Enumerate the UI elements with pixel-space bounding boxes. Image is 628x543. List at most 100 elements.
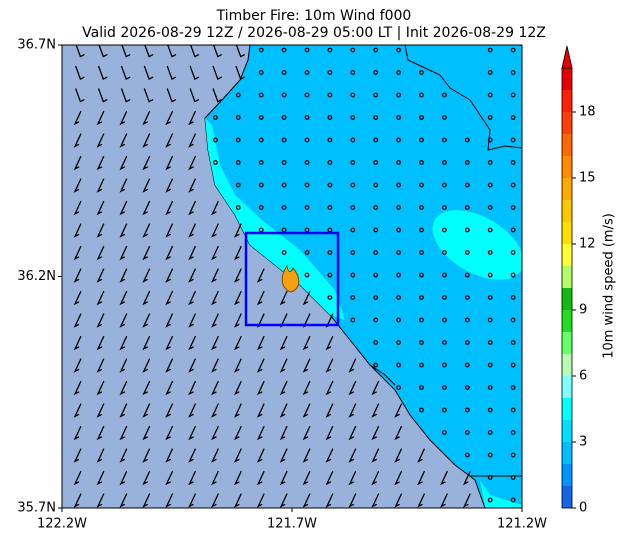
- calm-marker: [419, 137, 424, 143]
- calm-marker: [510, 475, 516, 480]
- wind-barb: [256, 358, 265, 373]
- wind-barb: [302, 358, 311, 373]
- wind-barb: [142, 200, 151, 216]
- wind-barb: [188, 403, 197, 418]
- calm-marker: [304, 70, 310, 75]
- colorbar-band: [562, 398, 572, 420]
- wind-barb: [279, 358, 288, 373]
- wind-barb: [256, 448, 265, 463]
- calm-marker: [487, 160, 493, 165]
- calm-marker: [487, 340, 493, 345]
- wind-barb: [212, 88, 223, 103]
- colorbar-band: [562, 288, 572, 310]
- wind-barb: [165, 448, 174, 463]
- wind-barb: [325, 358, 334, 373]
- calm-marker: [373, 92, 379, 98]
- wind-barb: [188, 380, 197, 396]
- calm-marker: [396, 272, 402, 278]
- calm-marker: [442, 137, 447, 143]
- calm-marker: [487, 475, 493, 480]
- wind-barb: [165, 155, 174, 171]
- wind-barb: [142, 155, 151, 171]
- wind-barb: [256, 493, 265, 508]
- wind-barb: [142, 178, 151, 193]
- wind-barb: [96, 358, 105, 373]
- wind-barb: [119, 380, 128, 396]
- wind-barb: [189, 65, 200, 80]
- calm-marker: [373, 70, 379, 75]
- wind-barb: [348, 493, 357, 508]
- wind-barb: [97, 65, 108, 80]
- calm-marker: [350, 115, 356, 120]
- wind-barb: [211, 268, 219, 283]
- calm-marker: [350, 137, 356, 143]
- calm-marker: [373, 227, 379, 233]
- calm-marker: [487, 205, 493, 210]
- calm-marker: [396, 317, 402, 323]
- wind-barb: [256, 380, 265, 396]
- calm-marker: [487, 250, 493, 255]
- wind-barb: [279, 335, 288, 351]
- calm-marker: [464, 227, 470, 233]
- calm-marker: [304, 115, 310, 120]
- wind-barb: [256, 470, 265, 486]
- colorbar-band: [562, 68, 572, 90]
- calm-marker: [442, 407, 447, 413]
- calm-marker: [373, 137, 379, 143]
- calm-marker: [510, 250, 516, 255]
- calm-marker: [212, 115, 218, 120]
- wind-barb: [371, 425, 380, 441]
- wind-barb: [188, 245, 197, 261]
- colorbar-band: [562, 354, 572, 376]
- calm-marker: [487, 385, 493, 390]
- wind-barb: [256, 403, 265, 418]
- calm-marker: [304, 47, 310, 53]
- calm-marker: [419, 362, 424, 368]
- calm-marker: [464, 137, 470, 143]
- wind-barb: [394, 448, 403, 463]
- wind-barb: [394, 493, 403, 508]
- wind-barb: [96, 380, 105, 396]
- wind-barb: [75, 45, 85, 58]
- colorbar-tick-label: 18: [579, 105, 596, 120]
- calm-marker: [510, 340, 516, 345]
- wind-barb: [302, 470, 311, 486]
- colorbar-tick-label: 0: [579, 501, 587, 516]
- calm-marker: [327, 182, 333, 188]
- calm-marker: [464, 385, 470, 390]
- wind-barb: [119, 470, 128, 486]
- wind-barb: [233, 470, 242, 486]
- calm-marker: [235, 182, 241, 188]
- wind-barb: [142, 133, 151, 148]
- calm-marker: [350, 92, 356, 98]
- calm-marker: [419, 340, 424, 345]
- wind-barb: [189, 45, 200, 58]
- calm-marker: [510, 160, 516, 165]
- wind-barb: [211, 358, 219, 373]
- calm-marker: [212, 160, 218, 165]
- calm-marker: [487, 295, 493, 300]
- wind-barb: [325, 335, 334, 351]
- calm-marker: [327, 92, 333, 98]
- wind-barb: [119, 155, 128, 171]
- calm-marker: [396, 115, 402, 120]
- calm-marker: [258, 205, 264, 210]
- wind-barb: [440, 470, 448, 486]
- wind-barb: [165, 223, 174, 238]
- wind-barb: [325, 403, 334, 418]
- calm-marker: [510, 295, 516, 300]
- wind-barb: [394, 403, 403, 418]
- wind-barb: [143, 65, 154, 80]
- wind-barb: [119, 358, 128, 373]
- wind-barb: [96, 493, 105, 508]
- calm-marker: [442, 205, 447, 210]
- colorbar-tick-label: 6: [579, 369, 587, 384]
- wind-barb: [302, 425, 311, 441]
- wind-barb: [440, 493, 448, 508]
- wind-barb: [73, 110, 82, 126]
- calm-marker: [373, 362, 379, 368]
- calm-marker: [327, 70, 333, 75]
- map: [62, 45, 522, 508]
- wind-barb: [279, 493, 288, 508]
- wind-barb: [233, 313, 242, 328]
